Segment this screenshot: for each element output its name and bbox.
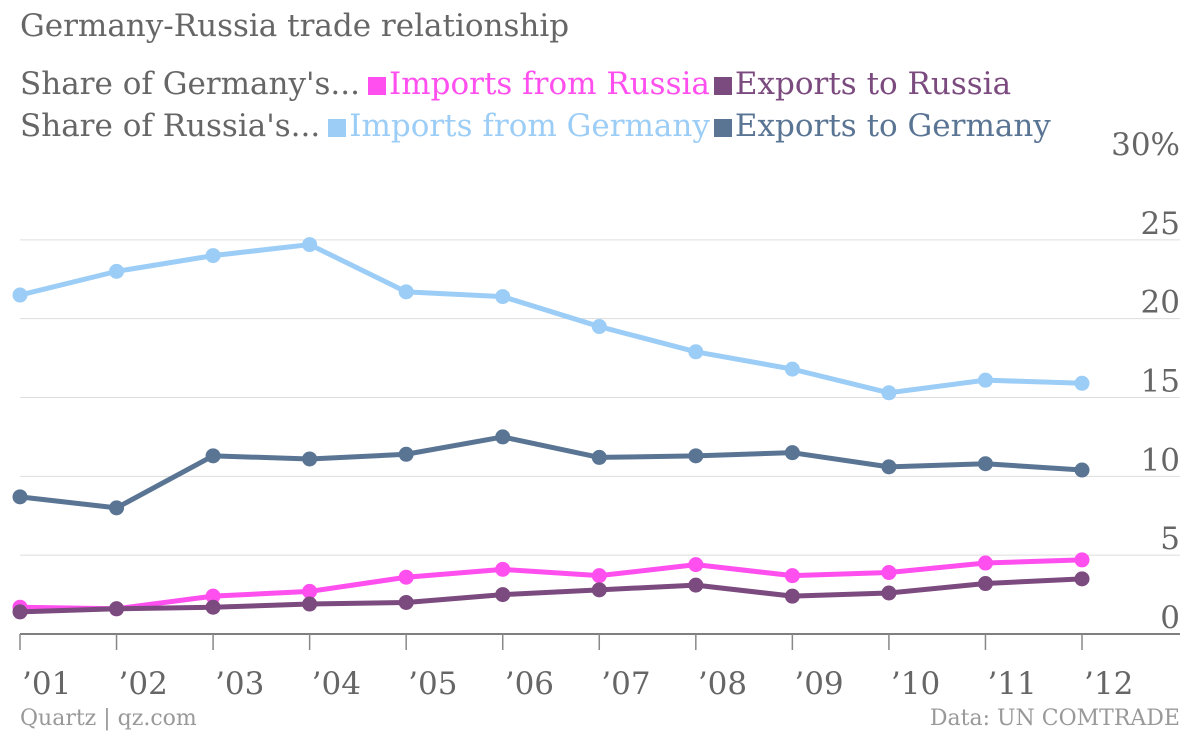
data-point <box>784 588 800 604</box>
data-point <box>109 500 125 516</box>
data-point <box>1074 571 1090 587</box>
x-tick-label: ’06 <box>505 666 554 702</box>
data-point <box>881 459 897 475</box>
footer-source-left: Quartz | qz.com <box>20 706 197 731</box>
legend-group-label: Share of Russia's... <box>20 108 321 144</box>
legend-item: Imports from Russia <box>367 66 710 102</box>
data-point <box>591 319 607 335</box>
legend-swatch <box>328 119 347 137</box>
legend-item: Exports to Germany <box>713 108 1051 144</box>
data-point <box>591 582 607 598</box>
data-point <box>784 568 800 584</box>
data-point <box>688 577 704 593</box>
y-tick-label: 10 <box>1141 442 1180 478</box>
x-tick-label: ’11 <box>987 666 1036 702</box>
y-tick-label: 15 <box>1141 364 1180 400</box>
legend-label: Exports to Russia <box>734 66 1012 102</box>
legend-swatch <box>713 77 732 95</box>
data-point <box>12 604 28 620</box>
x-tick-label: ’01 <box>22 666 71 702</box>
y-tick-label: 5 <box>1160 521 1180 557</box>
footer-source-right: Data: UN COMTRADE <box>929 706 1180 731</box>
legend-item: Imports from Germany <box>328 108 710 144</box>
x-tick-label: ’07 <box>601 666 650 702</box>
data-point <box>881 585 897 601</box>
data-point <box>1074 462 1090 478</box>
data-point <box>688 557 704 573</box>
series-line <box>17 242 1085 396</box>
data-point <box>205 588 221 604</box>
data-point <box>495 429 511 445</box>
series-line <box>17 557 1085 612</box>
data-point <box>12 489 28 505</box>
data-point <box>977 555 993 571</box>
x-tick-label: ’12 <box>1084 666 1133 702</box>
data-point <box>688 344 704 360</box>
data-point <box>302 451 318 467</box>
data-point <box>205 248 221 264</box>
legend-label: Exports to Germany <box>734 108 1051 144</box>
y-tick-label: 30% <box>1111 127 1180 163</box>
legend-item: Exports to Russia <box>713 66 1012 102</box>
x-tick-label: ’03 <box>215 666 264 702</box>
data-point <box>591 449 607 465</box>
data-point <box>881 565 897 581</box>
data-point <box>495 561 511 577</box>
data-point <box>495 289 511 305</box>
data-point <box>977 456 993 472</box>
data-point <box>977 576 993 592</box>
data-point <box>1074 375 1090 391</box>
y-tick-label: 25 <box>1141 206 1180 242</box>
data-point <box>1074 552 1090 568</box>
data-point <box>205 599 221 615</box>
data-point <box>977 372 993 388</box>
data-point <box>302 596 318 612</box>
series-line <box>17 576 1085 615</box>
legend-label: Imports from Russia <box>388 66 710 102</box>
chart-title: Germany-Russia trade relationship <box>20 8 570 44</box>
y-tick-label: 20 <box>1141 285 1180 321</box>
x-tick-label: ’08 <box>698 666 747 702</box>
series-line <box>17 434 1085 511</box>
x-tick-label: ’02 <box>119 666 168 702</box>
data-point <box>398 569 414 585</box>
data-point <box>398 594 414 610</box>
data-point <box>495 587 511 603</box>
data-point <box>784 445 800 461</box>
data-point <box>398 284 414 300</box>
data-point <box>688 448 704 464</box>
data-point <box>302 237 318 253</box>
data-point <box>12 287 28 303</box>
legend-swatch <box>367 77 386 95</box>
legend-swatch <box>713 119 732 137</box>
data-point <box>881 385 897 401</box>
data-point <box>109 601 125 617</box>
x-tick-label: ’09 <box>794 666 843 702</box>
legend-row-germany: Share of Germany's... Imports from Russia… <box>20 66 1015 102</box>
legend-group-label: Share of Germany's... <box>20 66 360 102</box>
data-point <box>591 568 607 584</box>
x-tick-label: ’05 <box>408 666 457 702</box>
x-tick-label: ’04 <box>312 666 361 702</box>
y-tick-label: 0 <box>1160 600 1180 636</box>
data-point <box>398 446 414 462</box>
x-tick-label: ’10 <box>891 666 940 702</box>
data-point <box>109 263 125 279</box>
data-point <box>205 448 221 464</box>
legend-label: Imports from Germany <box>349 108 710 144</box>
data-point <box>302 583 318 599</box>
legend-row-russia: Share of Russia's... Imports from Germany… <box>20 108 1055 144</box>
data-point <box>784 361 800 377</box>
